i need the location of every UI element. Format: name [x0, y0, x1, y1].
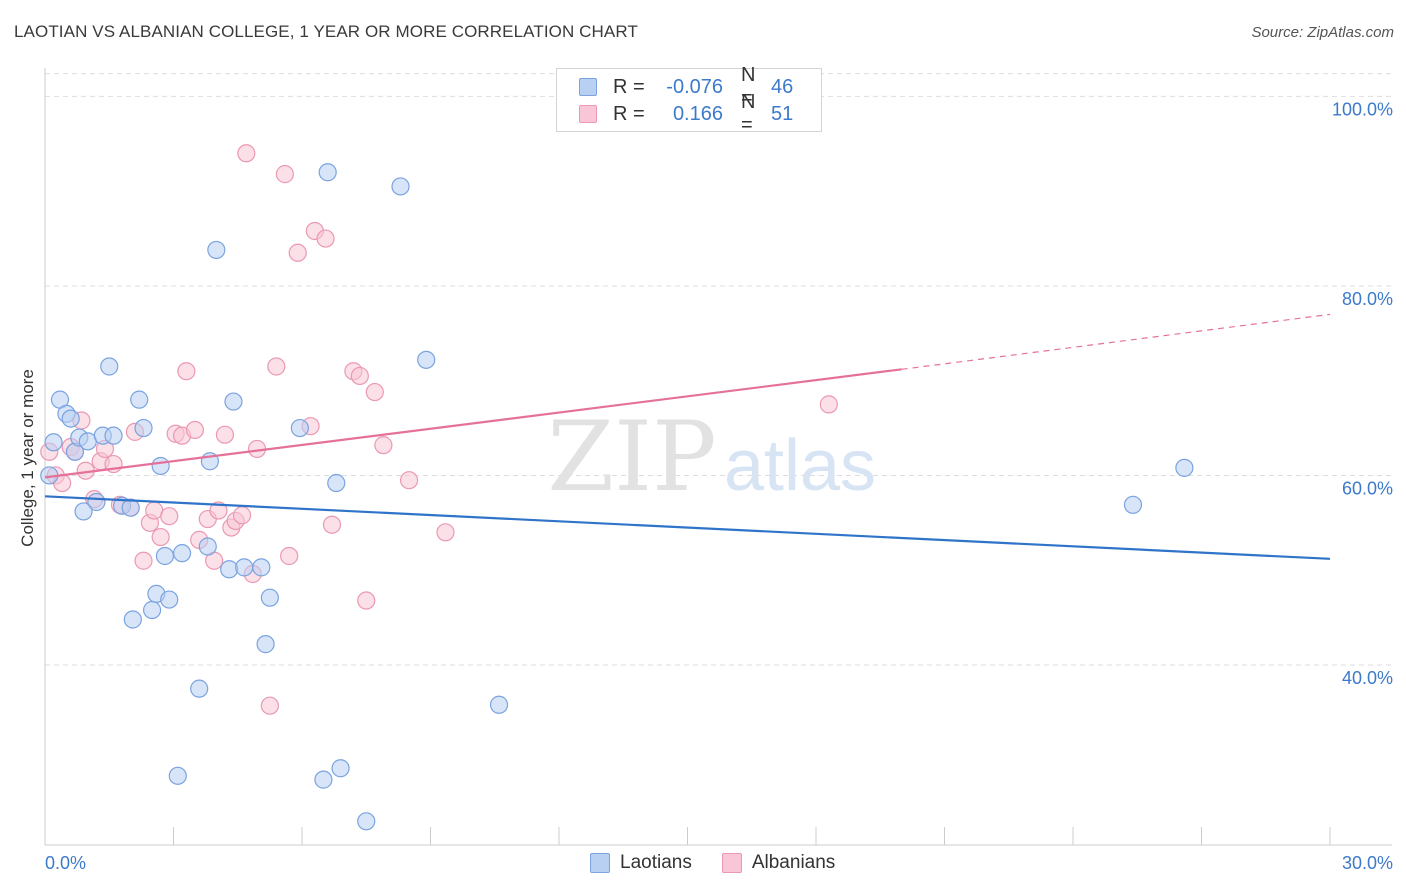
laotian-point [160, 590, 179, 609]
chart-title: LAOTIAN VS ALBANIAN COLLEGE, 1 YEAR OR M… [14, 22, 638, 41]
axes [44, 68, 1392, 846]
albanian-point [215, 425, 234, 444]
albanian-point [160, 507, 179, 526]
legend-n-value: 51 [771, 102, 794, 125]
series-label-laotians: Laotians [620, 852, 692, 873]
legend-swatch-albanians [579, 105, 597, 123]
albanian-trend-line [44, 368, 902, 479]
laotian-point [168, 766, 187, 785]
albanian-point [209, 501, 228, 520]
laotian-point [260, 588, 279, 607]
legend-r-label: R = [613, 102, 645, 125]
albanian-point [267, 357, 286, 376]
albanian-point [322, 515, 342, 534]
laotian-point [198, 537, 217, 556]
laotian-point [151, 456, 170, 476]
correlation-legend: R = -0.076 N = 46 R = 0.166 N = 51 [556, 64, 822, 136]
series-legend-albanians: Albanians [721, 852, 836, 874]
series-legend-laotians: Laotians [590, 852, 692, 874]
x-tick-label-min: 0.0% [45, 853, 86, 873]
laotian-point [190, 679, 209, 698]
laotian-point [134, 418, 153, 438]
series-label-albanians: Albanians [751, 852, 836, 873]
series-swatch-albanians [721, 853, 742, 873]
laotian-point [123, 610, 142, 629]
laotian-point [1123, 495, 1143, 514]
laotian-point [61, 409, 80, 428]
watermark-zip: ZIP [547, 401, 716, 513]
laotian-point [331, 759, 350, 778]
y-tick-label: 60.0% [1342, 478, 1393, 498]
albanian-point [819, 395, 838, 414]
albanian-point [237, 144, 256, 163]
laotian-point [417, 350, 436, 369]
legend-row-albanians: R = 0.166 N = 51 [579, 91, 811, 136]
albanian-point [151, 527, 170, 547]
albanian-point [399, 471, 419, 490]
laotian-points [40, 163, 1194, 831]
watermark-atlas: atlas [724, 426, 876, 506]
laotian-point [172, 544, 192, 563]
laotian-trend-line [44, 495, 1331, 560]
y-tick-label: 40.0% [1342, 668, 1393, 688]
laotian-point [220, 560, 239, 579]
y-tick-label: 100.0% [1332, 99, 1393, 119]
laotian-point [314, 770, 333, 789]
trend-lines [44, 313, 1331, 560]
albanian-point [177, 362, 196, 381]
laotian-point [391, 177, 410, 196]
albanian-point [357, 591, 376, 610]
albanian-point [374, 436, 393, 455]
laotian-point [44, 433, 63, 452]
laotian-point [327, 473, 346, 493]
laotian-point [104, 426, 123, 445]
laotian-point [74, 502, 93, 521]
laotian-point [121, 498, 140, 517]
x-tick-label-max: 30.0% [1342, 853, 1393, 873]
legend-r-label: R = [613, 75, 645, 98]
tick-labels: 100.0% 80.0% 60.0% 40.0% 0.0% 30.0% [45, 99, 1393, 873]
laotian-point [155, 546, 175, 566]
legend-n-label: N = [741, 64, 756, 109]
albanian-point [365, 382, 384, 402]
albanian-point [436, 523, 455, 542]
albanian-point [280, 546, 299, 566]
albanian-point [316, 229, 335, 248]
legend-swatch-laotians [579, 78, 597, 96]
y-tick-label: 80.0% [1342, 289, 1393, 309]
laotian-point [1175, 458, 1194, 477]
series-legend: Laotians Albanians [590, 852, 865, 874]
laotian-point [252, 558, 271, 577]
laotian-point [489, 695, 509, 714]
albanian-point [134, 551, 153, 570]
laotian-point [130, 390, 149, 409]
legend-row-laotians: R = -0.076 N = 46 [579, 64, 811, 109]
series-swatch-laotians [590, 853, 610, 873]
laotian-point [224, 392, 243, 411]
legend-n-label: N = [741, 91, 756, 136]
laotian-point [357, 812, 376, 831]
laotian-point [142, 600, 162, 620]
legend-n-value: 46 [771, 75, 794, 98]
albanian-point [260, 696, 279, 715]
source-credit: Source: ZipAtlas.com [1251, 24, 1394, 41]
laotian-point [290, 418, 309, 438]
laotian-point [256, 635, 275, 654]
legend-r-value: 0.166 [672, 102, 723, 125]
laotian-point [100, 357, 119, 376]
albanian-point [185, 420, 205, 440]
albanian-point [232, 506, 252, 525]
albanian-point [288, 243, 307, 262]
albanian-points [40, 144, 838, 715]
laotian-point [318, 163, 337, 182]
watermark: ZIP atlas [547, 401, 876, 513]
albanian-trend-extension [901, 313, 1331, 370]
albanian-point [275, 165, 294, 184]
albanian-point [350, 366, 369, 386]
laotian-point [235, 558, 254, 577]
laotian-point [207, 240, 226, 260]
legend-r-value: -0.076 [666, 75, 723, 98]
